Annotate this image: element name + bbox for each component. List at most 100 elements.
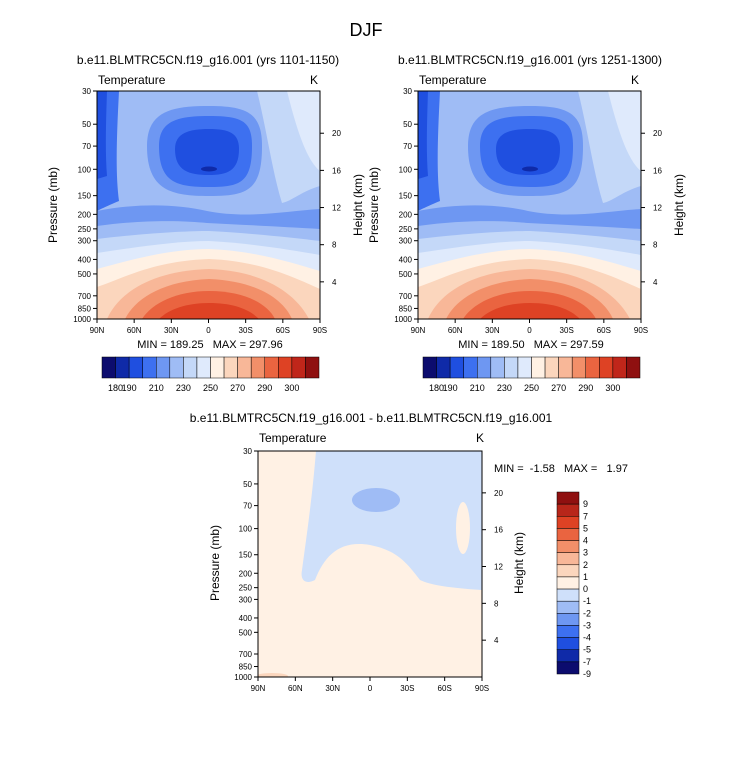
colorbar-swatch <box>101 356 116 379</box>
x-tick-label: 30S <box>560 326 574 335</box>
x-tick-label: 90S <box>634 326 648 335</box>
height-tick-label: 8 <box>332 241 337 250</box>
y-tick-label: 150 <box>78 192 92 201</box>
colorbar-swatch <box>504 356 519 379</box>
x-tick-label: 90S <box>475 684 489 693</box>
height-tick-label: 16 <box>653 166 662 175</box>
y-tick-label: 100 <box>239 525 253 534</box>
colorbar-swatch <box>156 356 171 379</box>
colorbar-swatch <box>477 356 492 379</box>
colorbar-swatch <box>556 649 580 663</box>
colorbar-label: 9 <box>583 499 588 509</box>
panel-diff-title: b.e11.BLMTRC5CN.f19_g16.001 - b.e11.BLMT… <box>190 411 553 425</box>
colorbar-swatch <box>223 356 238 379</box>
y-tick-label: 300 <box>239 595 253 604</box>
y-tick-label: 700 <box>399 292 413 301</box>
panel-left-variable: Temperature <box>98 73 166 87</box>
y-tick-label: 500 <box>239 628 253 637</box>
y-tick-label: 850 <box>78 304 92 313</box>
height-tick-label: 12 <box>332 204 341 213</box>
colorbar-label: 300 <box>605 383 620 393</box>
panel-left-title: b.e11.BLMTRC5CN.f19_g16.001 (yrs 1101-11… <box>77 53 339 67</box>
y-tick-label: 200 <box>239 569 253 578</box>
x-tick-label: 30N <box>485 326 500 335</box>
x-tick-label: 0 <box>368 684 373 693</box>
colorbar-label: 0 <box>583 584 588 594</box>
colorbar-swatch <box>544 356 559 379</box>
colorbar-swatch <box>556 625 580 638</box>
x-tick-label: 60N <box>448 326 463 335</box>
colorbar-label: 210 <box>149 383 164 393</box>
colorbar-label: 2 <box>583 560 588 570</box>
panel-right: b.e11.BLMTRC5CN.f19_g16.001 (yrs 1251-13… <box>367 53 686 393</box>
panel-right-xticks: 90N 60N 30N 0 30S 60S 90S <box>411 319 648 335</box>
y-tick-label: 1000 <box>234 673 252 682</box>
height-tick-label: 20 <box>494 489 503 498</box>
colorbar-label: 190 <box>443 383 458 393</box>
colorbar-swatch <box>599 356 614 379</box>
height-tick-label: 12 <box>494 563 503 572</box>
y-tick-label: 400 <box>399 255 413 264</box>
colorbar-label: 300 <box>284 383 299 393</box>
y-tick-label: 500 <box>399 270 413 279</box>
y-tick-label: 400 <box>78 255 92 264</box>
y-tick-label: 30 <box>243 447 252 456</box>
colorbar-swatch <box>556 576 580 590</box>
x-tick-label: 30S <box>400 684 414 693</box>
colorbar-swatch <box>556 661 580 675</box>
panel-right-variable: Temperature <box>419 73 487 87</box>
y-tick-label: 500 <box>78 270 92 279</box>
panel-right-yticks: 30 50 70 100 150 200 250 300 400 500 700 850 1000 <box>394 87 418 324</box>
x-tick-label: 60S <box>597 326 611 335</box>
colorbar-label: -4 <box>583 633 591 643</box>
colorbar-label: 180 <box>429 383 444 393</box>
height-tick-label: 20 <box>653 129 662 138</box>
x-tick-label: 90N <box>90 326 105 335</box>
colorbar-swatch <box>463 356 478 379</box>
colorbar-swatch <box>571 356 586 379</box>
colorbar-label: 270 <box>230 383 245 393</box>
y-tick-label: 150 <box>399 192 413 201</box>
colorbar-label: -9 <box>583 669 591 679</box>
colorbar-label: 5 <box>583 523 588 533</box>
x-tick-label: 90S <box>313 326 327 335</box>
colorbar-label: 250 <box>203 383 218 393</box>
y-tick-label: 50 <box>82 120 91 129</box>
y-tick-label: 30 <box>403 87 412 96</box>
colorbar-swatch <box>250 356 265 379</box>
colorbar-swatch <box>556 503 580 517</box>
panel-right-ylabel-right: Height (km) <box>672 174 686 236</box>
x-tick-label: 0 <box>527 326 532 335</box>
panel-diff: b.e11.BLMTRC5CN.f19_g16.001 - b.e11.BLMT… <box>190 411 628 693</box>
colorbar-swatch <box>490 356 505 379</box>
colorbar-swatch <box>556 552 580 566</box>
y-tick-label: 700 <box>239 650 253 659</box>
x-tick-label: 90N <box>251 684 266 693</box>
panel-left-yticks: 30 50 70 100 150 200 250 300 400 500 700 850 1000 <box>73 87 97 324</box>
y-tick-label: 1000 <box>394 315 412 324</box>
colorbar-swatch <box>237 356 252 379</box>
figure-title: DJF <box>350 20 383 40</box>
colorbar-swatch <box>556 528 580 541</box>
panel-diff-ylabel: Pressure (mb) <box>208 525 222 601</box>
y-tick-label: 70 <box>403 142 412 151</box>
colorbar-swatch <box>556 637 580 650</box>
colorbar-label: -7 <box>583 657 591 667</box>
y-tick-label: 100 <box>78 165 92 174</box>
panel-left-stats: MIN = 189.25 MAX = 297.96 <box>137 339 283 351</box>
panel-left-field <box>97 91 320 319</box>
x-tick-label: 60N <box>288 684 303 693</box>
panel-left: b.e11.BLMTRC5CN.f19_g16.001 (yrs 1101-11… <box>46 53 365 393</box>
x-tick-label: 0 <box>206 326 211 335</box>
y-tick-label: 50 <box>243 480 252 489</box>
height-tick-label: 12 <box>653 204 662 213</box>
y-tick-label: 70 <box>82 142 91 151</box>
panel-right-stats: MIN = 189.50 MAX = 297.59 <box>458 339 604 351</box>
height-tick-label: 4 <box>494 636 499 645</box>
colorbar-label: 230 <box>497 383 512 393</box>
y-tick-label: 150 <box>239 551 253 560</box>
panel-diff-hticks: 4 8 12 16 20 <box>482 489 503 645</box>
panel-left-ylabel-right: Height (km) <box>351 174 365 236</box>
colorbar-swatch <box>169 356 184 379</box>
